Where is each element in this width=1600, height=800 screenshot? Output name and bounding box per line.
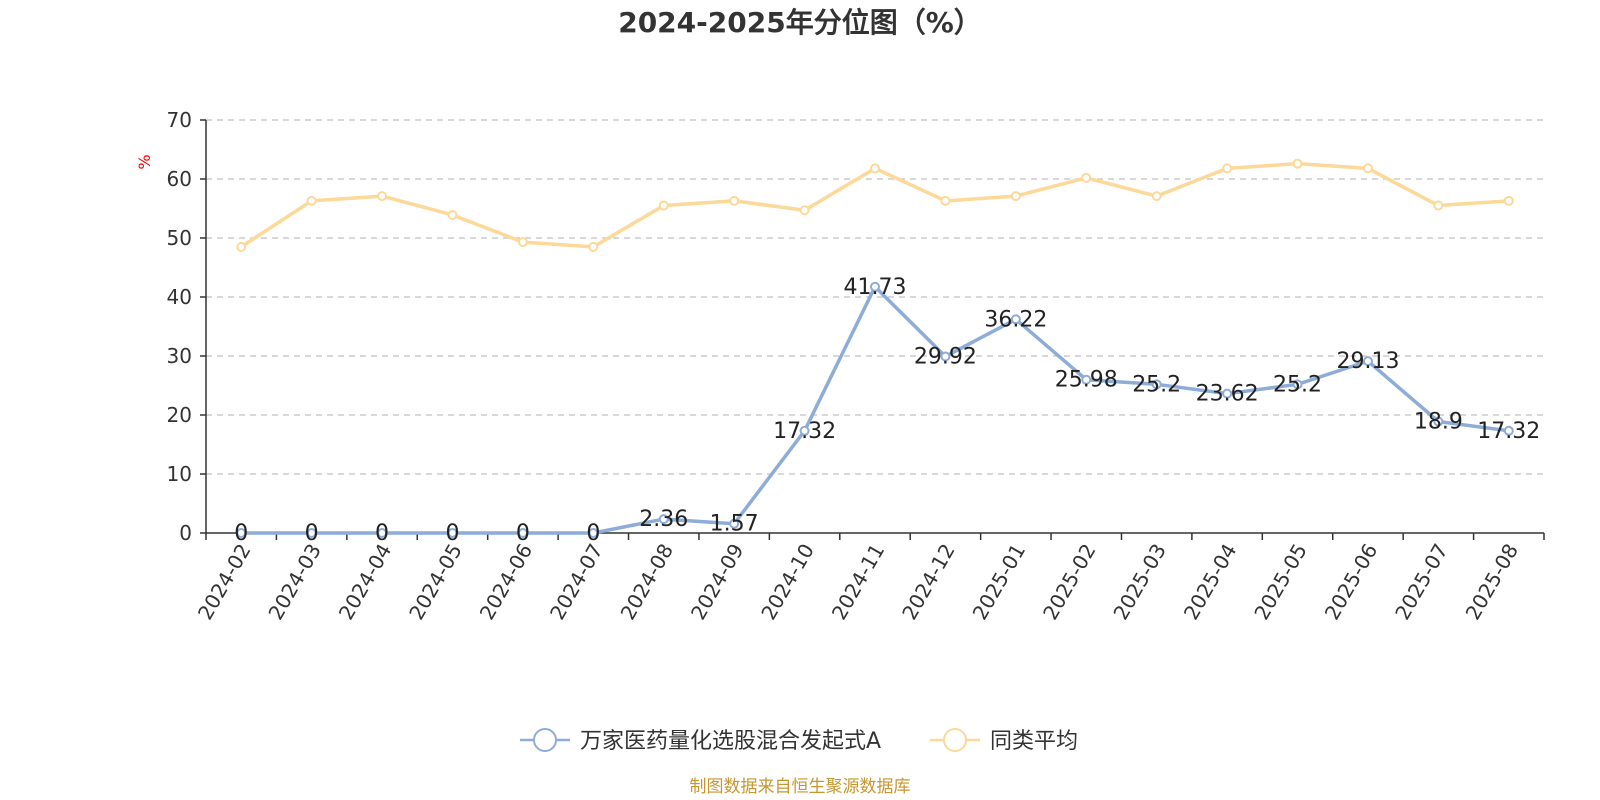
y-tick-label: 40 xyxy=(167,285,192,309)
x-tick-label: 2024-12 xyxy=(897,540,960,624)
y-tick-label: 10 xyxy=(167,462,192,486)
x-tick-label: 2024-05 xyxy=(404,540,467,624)
x-tick-label: 2025-08 xyxy=(1461,540,1524,624)
y-tick-label: 50 xyxy=(167,226,192,250)
chart-title: 2024-2025年分位图（%） xyxy=(618,6,982,39)
data-point xyxy=(870,163,880,174)
data-point xyxy=(517,237,528,248)
x-tick-label: 2025-02 xyxy=(1038,540,1101,624)
data-label: 25.2 xyxy=(1273,372,1322,397)
data-label: 0 xyxy=(375,521,389,546)
y-tick-label: 70 xyxy=(167,108,192,132)
grid-lines xyxy=(206,119,1544,475)
data-label: 0 xyxy=(516,521,530,546)
data-point xyxy=(377,528,388,538)
y-tick-label: 0 xyxy=(179,521,192,545)
legend-label: 同类平均 xyxy=(990,729,1078,754)
x-tick-label: 2024-11 xyxy=(827,540,890,624)
data-point xyxy=(1151,191,1162,202)
source-note: 制图数据来自恒生聚源数据库 xyxy=(690,777,911,797)
data-label: 1.57 xyxy=(710,512,759,537)
data-label: 25.98 xyxy=(1055,368,1118,393)
data-point xyxy=(1503,425,1514,436)
data-point xyxy=(1433,416,1444,427)
data-point xyxy=(729,518,740,529)
data-label: 2.36 xyxy=(639,507,688,532)
x-tick-label: 2024-02 xyxy=(193,540,256,624)
data-point xyxy=(1362,356,1373,367)
legend-marker-icon xyxy=(533,728,557,752)
legend: 万家医药量化选股混合发起式A 同类平均 xyxy=(520,728,1078,754)
data-point xyxy=(1292,379,1303,390)
x-tick-label: 2025-07 xyxy=(1390,540,1453,624)
data-point xyxy=(658,200,669,211)
data-label: 29.13 xyxy=(1336,349,1399,374)
data-point xyxy=(940,351,951,362)
data-point xyxy=(1503,195,1514,206)
x-tick-label: 2024-03 xyxy=(263,540,326,624)
data-label: 0 xyxy=(234,521,248,546)
data-point xyxy=(236,528,247,538)
data-label: 25.2 xyxy=(1132,372,1181,397)
data-point xyxy=(236,241,247,252)
x-tick-label: 2024-10 xyxy=(756,540,819,624)
x-tick-label: 2025-06 xyxy=(1320,540,1383,624)
data-point xyxy=(1362,163,1373,174)
series-line xyxy=(239,161,1511,249)
data-point xyxy=(1010,314,1021,325)
data-point xyxy=(1081,172,1092,183)
data-point xyxy=(447,528,458,538)
data-point xyxy=(447,209,458,220)
data-point xyxy=(306,195,317,206)
data-point xyxy=(1433,200,1444,211)
data-point xyxy=(588,528,599,538)
x-tick-label: 2025-04 xyxy=(1179,540,1242,624)
data-point xyxy=(1010,191,1021,202)
data-point xyxy=(1292,158,1303,169)
data-label: 17.32 xyxy=(773,419,836,444)
x-tick-label: 2024-04 xyxy=(334,540,397,624)
data-label: 23.62 xyxy=(1196,382,1259,407)
legend-label: 万家医药量化选股混合发起式A xyxy=(580,729,881,754)
data-point xyxy=(870,281,880,292)
data-label: 41.73 xyxy=(844,275,907,300)
data-point xyxy=(517,528,528,538)
x-tick-label: 2024-08 xyxy=(615,540,678,624)
data-point xyxy=(729,195,740,206)
data-label: 0 xyxy=(586,521,600,546)
data-point xyxy=(658,514,669,525)
series-line xyxy=(239,285,1511,535)
data-point xyxy=(377,191,388,202)
data-point xyxy=(799,205,810,216)
data-label: 0 xyxy=(445,521,459,546)
data-point xyxy=(588,241,599,252)
x-tick-label: 2024-09 xyxy=(686,540,749,624)
x-tick-label: 2025-01 xyxy=(968,540,1031,624)
y-tick-label: 30 xyxy=(167,344,192,368)
data-point xyxy=(940,195,951,206)
data-labels: 0 0 0 0 0 0 2.36 1.57 17.32 41.73 29.92 36.22 25.98 2… xyxy=(234,275,1540,546)
x-tick-label: 2024-06 xyxy=(475,540,538,624)
data-label: 29.92 xyxy=(914,344,977,369)
x-tick-label: 2024-07 xyxy=(545,540,608,624)
data-point xyxy=(1081,374,1092,385)
data-point xyxy=(799,425,810,436)
data-point xyxy=(306,528,317,538)
data-label: 17.32 xyxy=(1477,419,1540,444)
series-lines xyxy=(236,158,1514,538)
y-axis-unit: % xyxy=(135,154,154,169)
x-tick-label: 2025-03 xyxy=(1108,540,1171,624)
data-point xyxy=(1222,163,1233,174)
y-tick-label: 20 xyxy=(167,403,192,427)
data-label: 18.9 xyxy=(1414,409,1463,434)
data-label: 0 xyxy=(305,521,319,546)
data-label: 36.22 xyxy=(984,307,1047,332)
y-tick-label: 60 xyxy=(167,167,192,191)
data-point xyxy=(1222,388,1233,399)
data-point xyxy=(1151,379,1162,390)
legend-marker-icon xyxy=(943,728,967,752)
x-tick-label: 2025-05 xyxy=(1249,540,1312,624)
